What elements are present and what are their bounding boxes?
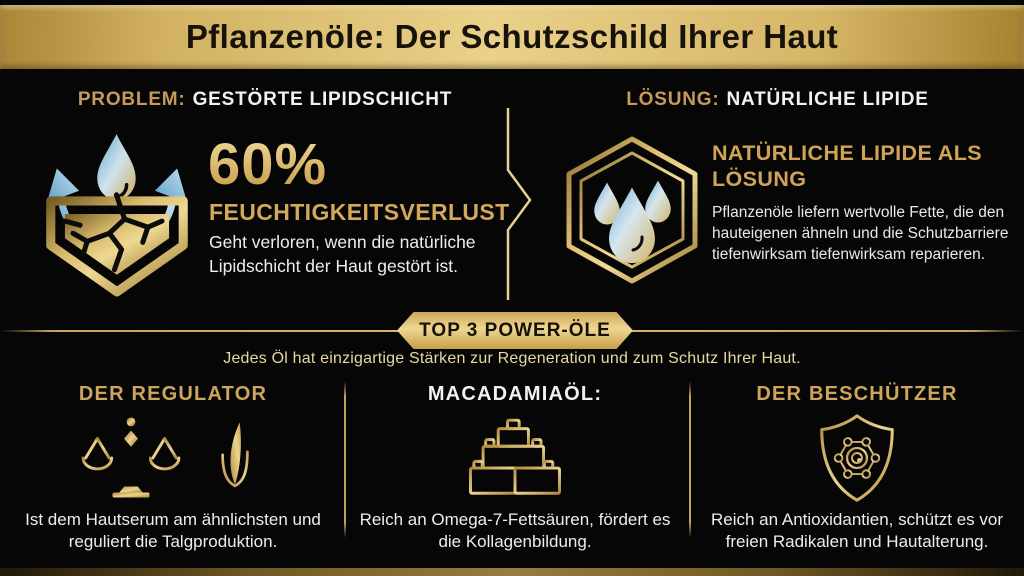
oil-column-regulator: DER REGULATOR [8, 383, 338, 553]
moisture-loss-stat-label: FEUCHTIGKEITSVERLUST [209, 199, 510, 225]
hexagon-droplets-icon [566, 136, 698, 284]
problem-body-text: Geht verloren, wenn die natürliche Lipid… [209, 232, 476, 276]
bottom-gold-strip [0, 568, 1024, 576]
middle-subtitle: Jedes Öl hat einzigartige Stärken zur Re… [223, 350, 801, 367]
top3-ribbon-banner: TOP 3 POWER-ÖLE [397, 312, 633, 349]
oil-title-macadamia: MACADAMIAÖL: [427, 383, 603, 405]
cracked-shield-moisture-loss-icon [46, 134, 188, 297]
solution-label: LÖSUNG: [626, 89, 720, 110]
column-divider-right [689, 381, 691, 538]
problem-label: PROBLEM: [77, 89, 186, 110]
oil-column-macadamia: MACADAMIAÖL: [352, 383, 678, 553]
shield-molecule-icon [820, 414, 894, 502]
solution-body-text: Pflanzenöle liefern wertvolle Fette, die… [712, 204, 1009, 264]
solution-heading: NATÜRLICHE LIPIDE ALS LÖSUNG [712, 141, 982, 192]
building-blocks-pyramid-icon [469, 418, 561, 495]
top3-ribbon-label: TOP 3 POWER-ÖLE [419, 319, 611, 341]
oil-body-protector: Reich an Antioxidantien, schützt es vor … [711, 510, 1003, 552]
problem-label-rest: GESTÖRTE LIPIDSCHICHT [192, 89, 453, 110]
column-divider-left [344, 381, 346, 538]
oil-title-protector: DER BESCHÜTZER [756, 383, 958, 405]
oil-icons-protector [814, 412, 900, 504]
solution-label-rest: NATÜRLICHE LIPIDE [726, 89, 929, 110]
balance-scale-icon [81, 417, 181, 498]
oil-icons-macadamia [459, 412, 571, 504]
oil-body-regulator: Ist dem Hautserum am ähnlichsten und reg… [25, 510, 321, 552]
moisture-loss-stat: 60% [208, 132, 328, 197]
problem-section-header: PROBLEM: GESTÖRTE LIPIDSCHICHT [30, 89, 500, 111]
page-title: Pflanzenöle: Der Schutzschild Ihrer Haut [185, 18, 839, 55]
solution-section-header: LÖSUNG: NATÜRLICHE LIPIDE [545, 89, 1010, 111]
oil-column-protector: DER BESCHÜTZER Reich an Antioxidan [696, 383, 1018, 553]
chevron-divider-icon [506, 108, 532, 300]
hair-follicle-icon [204, 422, 266, 488]
title-banner: Pflanzenöle: Der Schutzschild Ihrer Haut [0, 5, 1024, 69]
oil-icons-regulator [80, 412, 266, 504]
oil-body-macadamia: Reich an Omega-7-Fettsäuren, fördert es … [359, 510, 671, 552]
oil-title-regulator: DER REGULATOR [78, 383, 268, 405]
